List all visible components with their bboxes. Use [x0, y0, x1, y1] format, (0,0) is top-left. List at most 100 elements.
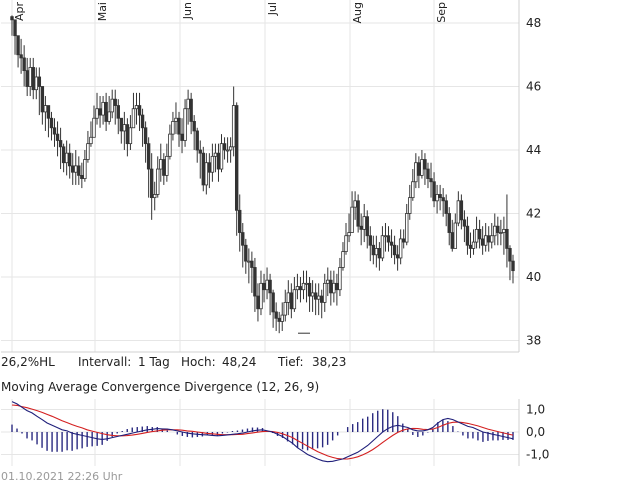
candle-body: [295, 286, 300, 291]
candle-body: [171, 121, 175, 135]
macd-chart-grid: [1, 399, 520, 466]
candle-body: [207, 162, 212, 173]
candle-body: [423, 159, 427, 170]
macd-y-tick-label: -1,0: [526, 448, 549, 462]
candle-body: [83, 159, 87, 179]
candle-body: [310, 292, 315, 297]
candle-body: [177, 117, 181, 135]
candle-body: [329, 279, 333, 294]
candle-body: [453, 222, 458, 249]
candle-body: [371, 244, 376, 256]
candle-body: [234, 105, 239, 211]
candle-body: [283, 301, 287, 316]
candle-body: [149, 168, 154, 199]
price-x-tick-label: Apr: [13, 2, 26, 22]
candle-body: [77, 165, 81, 176]
candle-body: [213, 152, 218, 157]
price-y-tick-label: 46: [526, 80, 541, 94]
candle-body: [359, 225, 363, 230]
candle-body: [353, 200, 357, 208]
high-label: Hoch:: [181, 355, 216, 369]
price-x-tick-label: Sep: [435, 2, 448, 23]
candle-body: [159, 159, 163, 170]
candle-body: [43, 105, 48, 113]
candle-body: [374, 248, 379, 256]
candle-body: [189, 98, 193, 122]
candle-body: [426, 168, 430, 179]
candle-body: [408, 197, 412, 214]
macd-histogram: [11, 409, 514, 452]
candle-body: [46, 105, 51, 119]
candle-body: [113, 98, 117, 106]
candle-body: [429, 178, 433, 183]
candle-body: [304, 282, 309, 285]
candle-body: [122, 124, 127, 132]
candle-body: [238, 209, 242, 233]
candle-body: [386, 235, 391, 243]
macd-y-tick-label: 0,0: [526, 425, 545, 439]
candle-body: [241, 232, 245, 246]
candle-body: [435, 194, 439, 202]
candle-body: [401, 238, 406, 243]
candle-body: [55, 133, 60, 141]
candle-body: [110, 98, 114, 113]
candle-body: [471, 241, 476, 249]
candle-body: [262, 282, 266, 291]
candle-body: [104, 101, 108, 122]
candle-body: [280, 314, 284, 322]
candle-body: [186, 98, 190, 110]
candle-body: [271, 292, 275, 313]
candle-body: [107, 111, 111, 122]
candle-body: [247, 260, 251, 263]
candle-body: [392, 244, 397, 256]
timestamp: 01.10.2021 22:26 Uhr: [1, 470, 123, 483]
candle-body: [398, 238, 403, 259]
candle-body: [40, 86, 45, 113]
candle-body: [225, 149, 230, 152]
indicator-title: Moving Average Convergence Divergence (1…: [1, 380, 320, 394]
candle-body: [338, 267, 342, 291]
candle-body: [165, 155, 169, 176]
candle-body: [71, 165, 75, 173]
candle-body: [417, 162, 421, 176]
candle-body: [140, 114, 145, 129]
candle-body: [450, 232, 454, 249]
high-value: 48,24: [222, 355, 257, 369]
candle-body: [10, 16, 14, 21]
candle-body: [58, 140, 63, 148]
candle-body: [420, 159, 424, 176]
candle-body: [356, 200, 360, 227]
candle-body: [128, 127, 133, 145]
candle-body: [244, 244, 248, 262]
candle-body: [313, 292, 318, 300]
price-y-axis-labels: 48 46 44 42 40 38: [526, 16, 541, 348]
candle-body: [326, 279, 330, 284]
candle-body: [92, 117, 96, 138]
candle-body: [365, 216, 369, 237]
candle-body: [253, 267, 257, 297]
candle-body: [350, 206, 354, 233]
candle-body: [216, 152, 221, 170]
candle-body: [52, 127, 57, 135]
candle-body: [13, 19, 17, 37]
price-y-tick-label: 44: [526, 143, 541, 157]
candle-body: [344, 235, 348, 253]
candle-body: [377, 248, 382, 259]
price-candles: [10, 15, 515, 334]
price-y-tick-label: 48: [526, 16, 541, 30]
candle-body: [168, 133, 172, 157]
candle-body: [405, 213, 409, 243]
macd-y-axis-labels: 1,0 0,0 -1,0: [526, 403, 549, 462]
candle-body: [174, 117, 178, 122]
candle-body: [198, 149, 202, 154]
candle-body: [25, 70, 29, 87]
candle-body: [444, 200, 448, 214]
candle-body: [277, 317, 281, 322]
candle-body: [456, 200, 461, 224]
candle-body: [134, 105, 139, 110]
candle-body: [323, 282, 327, 303]
candle-body: [301, 282, 306, 291]
candle-body: [201, 152, 205, 186]
candle-body: [316, 295, 321, 300]
low-value: 38,23: [312, 355, 347, 369]
